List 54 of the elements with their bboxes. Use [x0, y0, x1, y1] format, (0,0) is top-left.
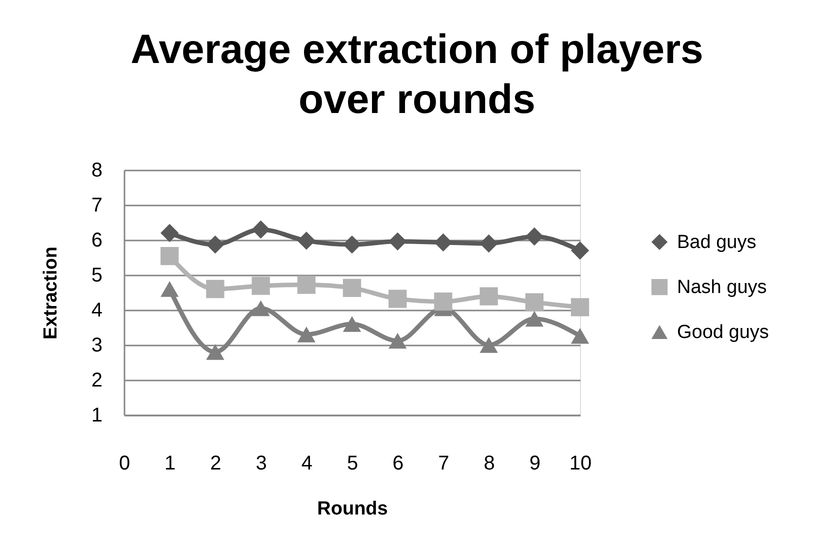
point: [388, 232, 407, 250]
legend-label: Nash guys: [677, 277, 767, 298]
point: [252, 300, 270, 316]
x-tick-label: 9: [529, 452, 540, 474]
y-tick-label: 3: [91, 334, 102, 356]
y-tick-label: 8: [91, 160, 102, 182]
point: [434, 233, 452, 252]
point: [160, 281, 179, 297]
point: [525, 227, 544, 246]
text: over rounds: [298, 76, 536, 122]
x-tick-label: 8: [484, 452, 495, 474]
y-tick-label: 1: [91, 404, 102, 426]
point: [434, 292, 452, 311]
point: [570, 298, 590, 316]
point: [252, 220, 270, 239]
point: [480, 234, 498, 253]
point: [342, 278, 362, 298]
point: [297, 276, 316, 294]
y-tick-label: 7: [91, 194, 102, 216]
x-tick-label: 1: [164, 452, 176, 474]
x-tick-label: 5: [346, 452, 358, 474]
point: [570, 328, 590, 344]
point: [342, 316, 362, 332]
point: [525, 310, 544, 327]
point: [388, 290, 407, 308]
x-tick-label: 3: [256, 452, 267, 474]
text: Average extraction of players: [130, 26, 704, 72]
x-tick-label: 0: [118, 452, 130, 474]
point: [480, 337, 498, 353]
x-tick-label: 10: [569, 452, 592, 474]
y-axis-title: Extraction: [40, 246, 62, 340]
y-tick-label: 6: [91, 230, 102, 252]
y-tick-label: 5: [91, 264, 102, 286]
point: [525, 293, 544, 312]
x-tick-label: 2: [210, 452, 222, 474]
point: [480, 287, 498, 306]
point: [160, 247, 179, 266]
point: [388, 332, 407, 349]
x-tick-label: 4: [301, 452, 312, 474]
point: [252, 276, 270, 295]
x-tick-label: 6: [392, 452, 404, 474]
point: [206, 280, 224, 298]
y-tick-label: 2: [91, 370, 102, 392]
y-tick-label: 4: [91, 300, 102, 322]
legend-label: Good guys: [677, 322, 769, 343]
point: [570, 241, 590, 260]
point: [160, 224, 179, 242]
x-axis-title: Rounds: [317, 498, 388, 520]
x-tick-label: 7: [438, 452, 450, 474]
point: [206, 235, 224, 254]
point: [206, 344, 224, 360]
legend-label: Bad guys: [677, 232, 756, 253]
point: [297, 232, 316, 250]
point: [297, 326, 316, 342]
